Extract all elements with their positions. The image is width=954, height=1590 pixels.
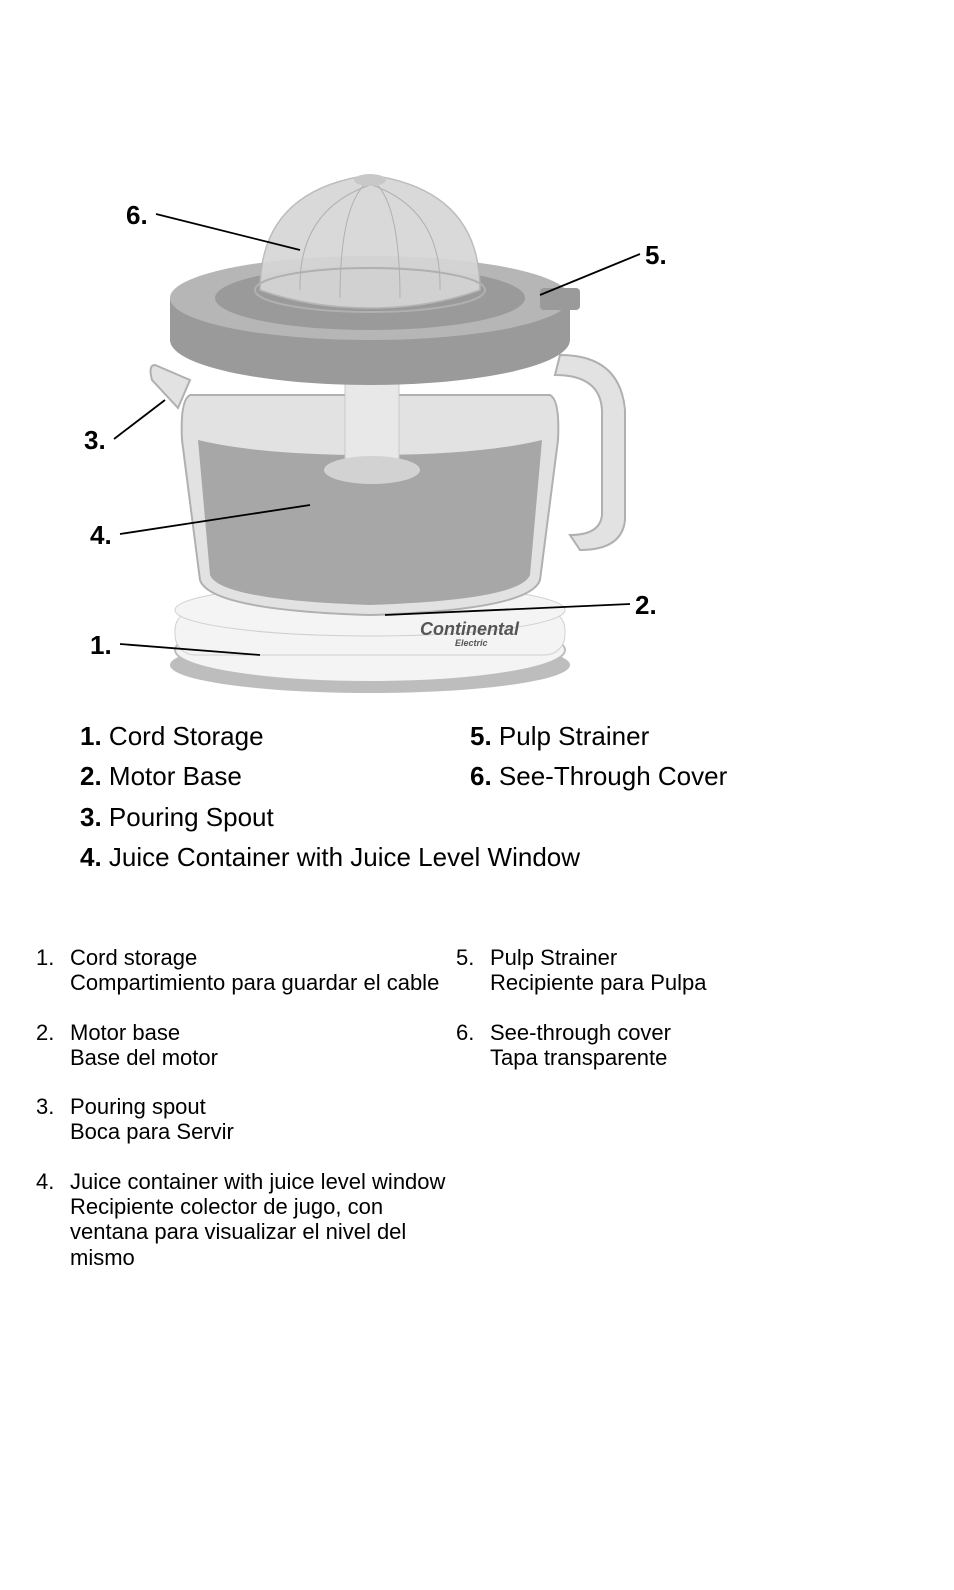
legend-primary-row-1: 1. Cord Storage 5. Pulp Strainer <box>80 718 880 754</box>
legend-secondary-en: See-through cover <box>490 1020 671 1045</box>
legend-num: 1. <box>80 721 102 751</box>
legend-secondary-item: 4.Juice container with juice level windo… <box>36 1169 456 1270</box>
callout-label: 4. <box>90 520 112 551</box>
brand-main-text: Continental <box>420 619 520 639</box>
legend-secondary-texts: Pouring spoutBoca para Servir <box>70 1094 234 1145</box>
legend-secondary-item: 3.Pouring spoutBoca para Servir <box>36 1094 456 1145</box>
legend-secondary-es: Base del motor <box>70 1045 218 1070</box>
brand-sub-text: Electric <box>455 638 488 648</box>
leader-line <box>540 254 640 295</box>
callout-label: 2. <box>635 590 657 621</box>
legend-primary: 1. Cord Storage 5. Pulp Strainer 2. Moto… <box>80 718 880 880</box>
legend-secondary-num: 3. <box>36 1094 70 1145</box>
legend-primary-left-1: 1. Cord Storage <box>80 718 470 754</box>
legend-secondary-es: Compartimiento para guardar el cable <box>70 970 439 995</box>
legend-secondary-item: 1.Cord storageCompartimiento para guarda… <box>36 945 456 996</box>
legend-primary-left-3: 3. Pouring Spout <box>80 799 470 835</box>
legend-text: Motor Base <box>109 761 242 791</box>
callout-label: 5. <box>645 240 667 271</box>
legend-text: See-Through Cover <box>499 761 727 791</box>
handle <box>555 355 625 550</box>
legend-secondary-texts: Cord storageCompartimiento para guardar … <box>70 945 439 996</box>
callout-label: 6. <box>126 200 148 231</box>
legend-primary-row-3: 3. Pouring Spout <box>80 799 880 835</box>
product-diagram: Continental Electric 6. 5. 3. <box>0 140 954 720</box>
legend-num: 2. <box>80 761 102 791</box>
legend-primary-row-2: 2. Motor Base 6. See-Through Cover <box>80 758 880 794</box>
legend-primary-right-2: 6. See-Through Cover <box>470 758 870 794</box>
callout-label: 1. <box>90 630 112 661</box>
callout-label: 3. <box>84 425 106 456</box>
legend-secondary-num: 4. <box>36 1169 70 1270</box>
legend-secondary-num: 2. <box>36 1020 70 1071</box>
legend-text: Pulp Strainer <box>499 721 649 751</box>
legend-secondary-es: Recipiente colector de jugo, con ventana… <box>70 1194 456 1270</box>
legend-secondary-es: Tapa transparente <box>490 1045 671 1070</box>
legend-primary-right-1: 5. Pulp Strainer <box>470 718 870 754</box>
legend-secondary-num: 6. <box>456 1020 490 1071</box>
dome-cover <box>260 175 480 308</box>
legend-secondary-es: Recipiente para Pulpa <box>490 970 706 995</box>
legend-secondary-en: Motor base <box>70 1020 218 1045</box>
legend-num: 4. <box>80 842 102 872</box>
legend-secondary-item: 6.See-through coverTapa transparente <box>456 1020 876 1071</box>
legend-secondary-texts: Motor baseBase del motor <box>70 1020 218 1071</box>
legend-text: Pouring Spout <box>109 802 274 832</box>
leader-line <box>114 400 165 439</box>
legend-text: Cord Storage <box>109 721 264 751</box>
legend-secondary-en: Pulp Strainer <box>490 945 706 970</box>
legend-secondary-item: 5.Pulp StrainerRecipiente para Pulpa <box>456 945 876 996</box>
legend-secondary-en: Pouring spout <box>70 1094 234 1119</box>
legend-secondary-texts: Juice container with juice level windowR… <box>70 1169 456 1270</box>
legend-primary-left-4: 4. Juice Container with Juice Level Wind… <box>80 839 880 875</box>
legend-num: 6. <box>470 761 492 791</box>
spindle-base <box>324 456 420 484</box>
strainer-tab <box>540 288 580 310</box>
legend-primary-row-4: 4. Juice Container with Juice Level Wind… <box>80 839 880 875</box>
legend-secondary-en: Juice container with juice level window <box>70 1169 456 1194</box>
legend-num: 3. <box>80 802 102 832</box>
legend-secondary-texts: See-through coverTapa transparente <box>490 1020 671 1071</box>
legend-secondary-right-col: 5.Pulp StrainerRecipiente para Pulpa6.Se… <box>456 945 876 1294</box>
legend-secondary-num: 5. <box>456 945 490 996</box>
legend-secondary-left-col: 1.Cord storageCompartimiento para guarda… <box>36 945 456 1294</box>
legend-secondary-item: 2.Motor baseBase del motor <box>36 1020 456 1071</box>
legend-text: Juice Container with Juice Level Window <box>109 842 580 872</box>
dome-tip <box>354 174 386 186</box>
legend-secondary-es: Boca para Servir <box>70 1119 234 1144</box>
legend-primary-left-2: 2. Motor Base <box>80 758 470 794</box>
legend-secondary-en: Cord storage <box>70 945 439 970</box>
legend-secondary-num: 1. <box>36 945 70 996</box>
legend-num: 5. <box>470 721 492 751</box>
legend-secondary: 1.Cord storageCompartimiento para guarda… <box>36 945 916 1294</box>
legend-secondary-texts: Pulp StrainerRecipiente para Pulpa <box>490 945 706 996</box>
